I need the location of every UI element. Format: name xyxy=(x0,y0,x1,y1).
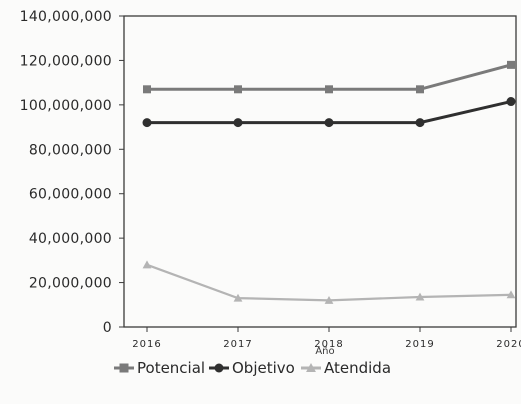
data-point-atendida xyxy=(506,290,516,299)
x-tick-label: 2017 xyxy=(223,339,252,350)
data-point-potencial xyxy=(416,85,424,94)
x-tick-label: 2016 xyxy=(132,339,161,350)
y-tick-label: 0 xyxy=(103,320,112,336)
data-point-objetivo xyxy=(506,97,516,107)
legend-item-potencial: Potencial xyxy=(114,359,205,377)
data-point-atendida xyxy=(324,295,334,304)
y-tick-label: 80,000,000 xyxy=(29,142,112,158)
y-tick-label: 60,000,000 xyxy=(29,187,112,203)
y-tick-label: 40,000,000 xyxy=(29,231,112,247)
x-axis: 2016 2017 2018 2019 2020 xyxy=(132,327,521,350)
x-tick-label: 2020 xyxy=(496,339,521,350)
legend: Potencial Objetivo Atendida xyxy=(114,359,391,377)
y-tick-label: 20,000,000 xyxy=(29,276,112,292)
series-line-atendida xyxy=(146,263,512,302)
series-atendida xyxy=(142,260,516,304)
x-tick-label: 2018 xyxy=(314,339,343,350)
y-tick-label: 140,000,000 xyxy=(20,9,112,25)
data-point-potencial xyxy=(234,85,242,94)
data-point-atendida xyxy=(415,292,425,301)
y-tick-label: 120,000,000 xyxy=(20,53,112,69)
data-point-potencial xyxy=(143,85,151,94)
plot-frame xyxy=(123,15,517,328)
legend-label-potencial: Potencial xyxy=(137,359,205,377)
data-point-objetivo xyxy=(324,118,334,128)
y-tick-label: 100,000,000 xyxy=(20,98,112,114)
y-axis: 0 20,000,000 40,000,000 60,000,000 80,000,00… xyxy=(20,9,124,336)
legend-marker-potencial xyxy=(119,363,129,373)
legend-marker-atendida xyxy=(306,363,316,372)
series-potencial xyxy=(143,60,515,94)
data-point-objetivo xyxy=(142,118,152,128)
legend-marker-objetivo xyxy=(214,363,224,373)
data-point-objetivo xyxy=(415,118,425,128)
x-tick-label: 2019 xyxy=(405,339,434,350)
series-objetivo xyxy=(142,97,516,128)
data-point-atendida xyxy=(142,260,152,269)
legend-item-atendida: Atendida xyxy=(301,359,391,377)
plot-border xyxy=(123,15,517,328)
data-point-atendida xyxy=(233,293,243,302)
legend-item-objetivo: Objetivo xyxy=(209,359,295,377)
data-point-potencial xyxy=(507,60,515,69)
data-point-objetivo xyxy=(233,118,243,128)
x-axis-title: Año xyxy=(315,346,334,357)
data-point-potencial xyxy=(325,85,333,94)
legend-label-atendida: Atendida xyxy=(324,359,391,377)
series-layer xyxy=(142,60,516,304)
legend-label-objetivo: Objetivo xyxy=(232,359,295,377)
